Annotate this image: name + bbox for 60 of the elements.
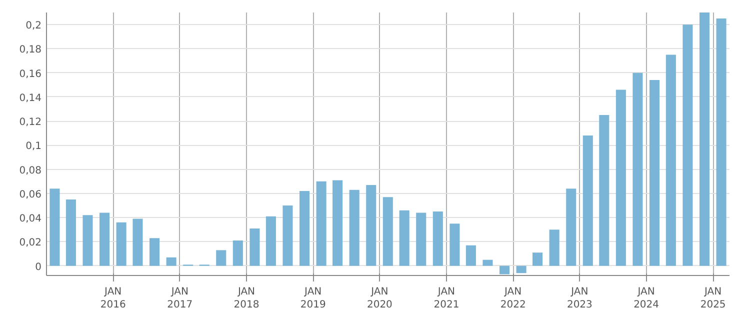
x-tick-label: JAN 2016 bbox=[100, 286, 126, 311]
x-tick-label: JAN 2024 bbox=[634, 286, 660, 311]
y-tick-label: 0,12 bbox=[19, 117, 42, 128]
bar bbox=[416, 212, 426, 266]
x-tick-label: JAN 2017 bbox=[167, 286, 193, 311]
bar bbox=[599, 115, 610, 266]
bar bbox=[100, 212, 110, 266]
bar bbox=[232, 240, 243, 266]
bar bbox=[582, 136, 593, 266]
bar bbox=[250, 228, 260, 266]
bar bbox=[549, 230, 560, 266]
y-tick-label: 0,08 bbox=[19, 165, 42, 176]
y-tick-label: 0 bbox=[35, 262, 42, 273]
bar bbox=[666, 54, 676, 266]
bar bbox=[566, 188, 576, 266]
bar bbox=[282, 206, 293, 266]
bar bbox=[450, 224, 460, 266]
bar bbox=[466, 245, 476, 266]
bar bbox=[682, 24, 693, 266]
bar bbox=[482, 260, 493, 266]
bar bbox=[349, 190, 360, 266]
bar bbox=[332, 180, 343, 266]
bar bbox=[216, 250, 226, 266]
bar bbox=[532, 252, 543, 266]
y-tick-label: 0,14 bbox=[19, 92, 42, 104]
bar bbox=[399, 210, 410, 266]
y-tick-label: 0,06 bbox=[19, 189, 42, 200]
bar bbox=[266, 216, 276, 266]
x-tick-label: JAN 2018 bbox=[234, 286, 260, 311]
bar bbox=[316, 181, 326, 266]
bar bbox=[300, 191, 310, 266]
y-tick-label: 0,04 bbox=[19, 214, 42, 225]
bar bbox=[632, 72, 643, 266]
bar bbox=[150, 238, 160, 266]
x-tick-label: JAN 2020 bbox=[366, 286, 392, 311]
x-tick-label: JAN 2019 bbox=[300, 286, 326, 311]
bar bbox=[366, 185, 376, 266]
x-tick-label: JAN 2023 bbox=[566, 286, 592, 311]
y-tick-label: 0,18 bbox=[19, 44, 42, 56]
bar bbox=[66, 199, 76, 266]
bar bbox=[382, 197, 393, 266]
bar bbox=[432, 212, 443, 266]
bar bbox=[50, 188, 60, 266]
y-tick-label: 0,02 bbox=[19, 238, 42, 249]
y-tick-label: 0,2 bbox=[26, 20, 42, 32]
bar bbox=[649, 80, 660, 266]
bar bbox=[699, 12, 710, 266]
bar bbox=[616, 90, 626, 266]
bar bbox=[132, 218, 143, 266]
x-tick-label: JAN 2025 bbox=[700, 286, 726, 311]
bar bbox=[82, 215, 93, 266]
bar bbox=[116, 222, 126, 266]
bar bbox=[716, 18, 726, 266]
bar bbox=[499, 266, 510, 274]
y-tick-label: 0,1 bbox=[26, 141, 42, 152]
bar bbox=[516, 266, 526, 274]
x-tick-label: JAN 2021 bbox=[434, 286, 460, 311]
y-tick-label: 0,16 bbox=[19, 68, 42, 80]
bar bbox=[166, 257, 176, 266]
x-tick-label: JAN 2022 bbox=[500, 286, 526, 311]
